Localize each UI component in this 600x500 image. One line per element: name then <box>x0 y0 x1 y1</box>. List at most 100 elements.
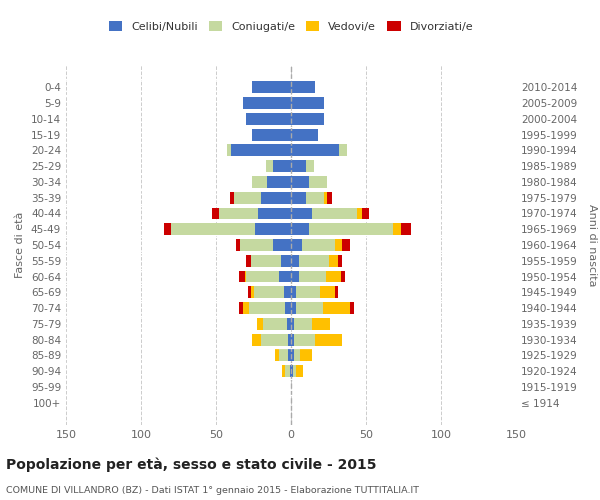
Bar <box>325 270 341 282</box>
Bar <box>231 144 291 156</box>
Bar <box>249 302 285 314</box>
Bar <box>252 128 291 140</box>
Bar <box>342 239 349 251</box>
Bar <box>255 224 291 235</box>
Bar <box>163 224 171 235</box>
Bar <box>296 286 320 298</box>
Bar <box>291 255 299 266</box>
Bar <box>291 239 302 251</box>
Bar <box>291 97 324 109</box>
Bar <box>299 270 325 282</box>
Bar <box>273 160 291 172</box>
Bar <box>212 208 219 220</box>
Bar <box>246 270 279 282</box>
Bar <box>401 224 411 235</box>
Legend: Celibi/Nubili, Coniugati/e, Vedovi/e, Divorziati/e: Celibi/Nubili, Coniugati/e, Vedovi/e, Di… <box>104 16 478 36</box>
Bar <box>246 255 251 266</box>
Bar <box>257 318 263 330</box>
Bar <box>312 208 357 220</box>
Bar <box>291 113 324 124</box>
Bar <box>291 82 315 93</box>
Bar <box>291 334 294 345</box>
Bar <box>309 176 327 188</box>
Bar <box>261 334 288 345</box>
Bar <box>294 350 300 362</box>
Bar <box>285 302 291 314</box>
Bar <box>245 270 246 282</box>
Bar <box>239 270 245 282</box>
Bar <box>361 208 369 220</box>
Bar <box>288 334 291 345</box>
Bar <box>291 366 293 377</box>
Bar <box>339 144 347 156</box>
Bar <box>291 192 306 203</box>
Bar <box>320 286 335 298</box>
Bar <box>293 366 296 377</box>
Bar <box>239 302 243 314</box>
Bar <box>261 192 291 203</box>
Bar <box>327 192 331 203</box>
Bar <box>288 350 291 362</box>
Bar <box>285 366 290 377</box>
Bar <box>291 208 312 220</box>
Bar <box>252 82 291 93</box>
Bar <box>234 192 261 203</box>
Bar <box>291 128 318 140</box>
Bar <box>306 160 314 172</box>
Text: Popolazione per età, sesso e stato civile - 2015: Popolazione per età, sesso e stato civil… <box>6 458 377 472</box>
Bar <box>335 286 337 298</box>
Bar <box>287 318 291 330</box>
Bar <box>337 255 342 266</box>
Bar <box>263 318 287 330</box>
Bar <box>324 192 327 203</box>
Bar <box>291 160 306 172</box>
Bar <box>279 270 291 282</box>
Bar <box>267 176 291 188</box>
Bar <box>251 286 254 298</box>
Bar <box>265 160 273 172</box>
Bar <box>341 270 345 282</box>
Bar <box>296 302 323 314</box>
Bar <box>219 208 258 220</box>
Bar <box>393 224 401 235</box>
Bar <box>246 113 291 124</box>
Bar <box>171 224 255 235</box>
Bar <box>300 350 312 362</box>
Bar <box>315 334 342 345</box>
Bar <box>349 302 354 314</box>
Y-axis label: Anni di nascita: Anni di nascita <box>587 204 597 286</box>
Bar <box>329 255 337 266</box>
Bar <box>296 366 303 377</box>
Bar <box>299 255 329 266</box>
Bar <box>291 350 294 362</box>
Bar <box>291 286 296 298</box>
Bar <box>335 239 342 251</box>
Bar <box>240 239 273 251</box>
Bar <box>243 97 291 109</box>
Bar <box>252 176 267 188</box>
Bar <box>291 270 299 282</box>
Bar <box>243 302 249 314</box>
Bar <box>291 302 296 314</box>
Bar <box>248 286 251 298</box>
Bar <box>254 286 284 298</box>
Bar <box>306 192 324 203</box>
Bar <box>291 144 339 156</box>
Bar <box>323 302 349 314</box>
Bar <box>279 350 288 362</box>
Y-axis label: Fasce di età: Fasce di età <box>16 212 25 278</box>
Bar <box>291 224 309 235</box>
Bar <box>302 239 335 251</box>
Bar <box>235 239 240 251</box>
Bar <box>252 334 261 345</box>
Bar <box>229 192 234 203</box>
Bar <box>291 318 294 330</box>
Bar <box>251 255 281 266</box>
Bar <box>357 208 361 220</box>
Bar <box>312 318 330 330</box>
Bar <box>282 366 285 377</box>
Text: COMUNE DI VILLANDRO (BZ) - Dati ISTAT 1° gennaio 2015 - Elaborazione TUTTITALIA.: COMUNE DI VILLANDRO (BZ) - Dati ISTAT 1°… <box>6 486 419 495</box>
Bar <box>294 334 315 345</box>
Bar <box>273 239 291 251</box>
Bar <box>294 318 312 330</box>
